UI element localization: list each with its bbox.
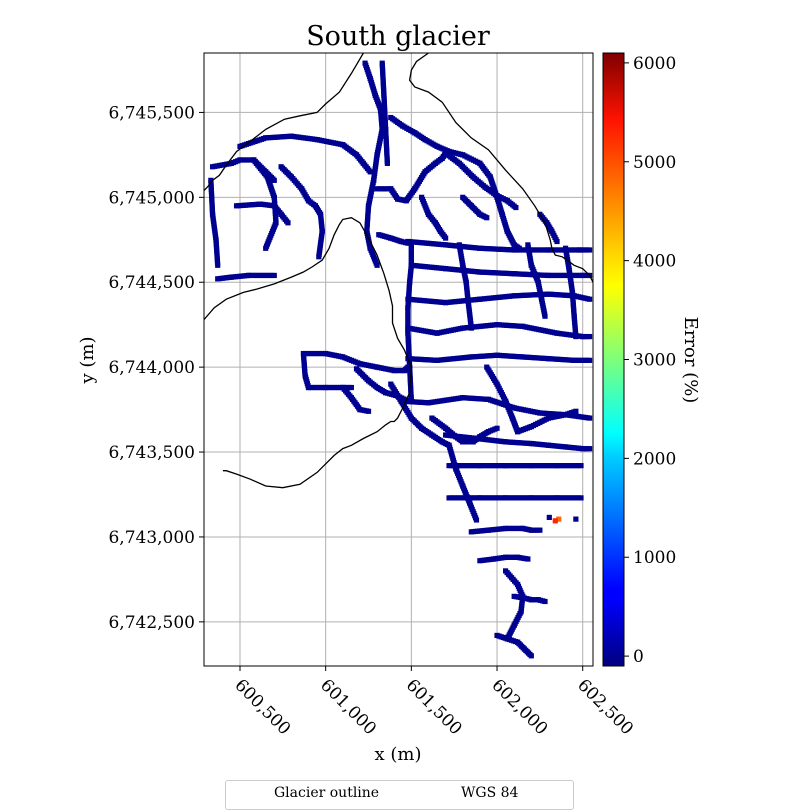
- colorbar-tick-label: 6000: [633, 54, 676, 74]
- error-cell: [263, 245, 269, 251]
- y-axis-ticks: 6,742,500 6,743,000 6,743,500 6,744,000 6,74…: [108, 103, 204, 633]
- error-cell: [586, 446, 593, 452]
- error-cell: [586, 357, 593, 363]
- error-cell: [537, 527, 543, 533]
- y-tick-label: 6,744,500: [108, 273, 195, 293]
- error-cell: [586, 247, 593, 253]
- error-cell: [271, 272, 277, 279]
- error-cell: [578, 495, 584, 501]
- colorbar-tick-label: 4000: [633, 252, 676, 272]
- chart-title: South glacier: [306, 21, 490, 52]
- glacier-outline-line: [204, 53, 364, 191]
- error-cell-high: [552, 518, 558, 524]
- x-tick-label: 601,000: [316, 675, 380, 739]
- error-cell: [473, 517, 480, 523]
- error-cell: [468, 325, 474, 331]
- error-cell: [405, 240, 411, 246]
- error-cell: [573, 333, 579, 340]
- x-tick-label: 602,500: [573, 675, 637, 739]
- error-cell: [554, 238, 560, 245]
- error-cell: [525, 556, 531, 562]
- error-cell: [271, 177, 277, 183]
- error-cell: [365, 408, 372, 414]
- x-tick-label: 601,500: [402, 675, 466, 739]
- error-cell: [578, 463, 584, 469]
- error-cell: [443, 235, 449, 241]
- legend-crs: WGS 84: [461, 785, 519, 801]
- x-axis-ticks: 600,500 601,000 601,500 602,000 602,500: [230, 666, 637, 739]
- y-tick-label: 6,745,500: [108, 103, 195, 123]
- y-tick-label: 6,742,500: [108, 613, 195, 633]
- glacier-outline-line: [204, 217, 413, 489]
- error-cell: [528, 653, 534, 659]
- colorbar-tick-label: 5000: [633, 153, 676, 173]
- colorbar-tick-label: 2000: [633, 449, 676, 469]
- y-tick-label: 6,743,500: [108, 443, 195, 463]
- colorbar-tick-label: 0: [633, 647, 644, 667]
- y-axis-label: y (m): [77, 336, 98, 384]
- y-tick-label: 6,743,000: [108, 528, 195, 548]
- y-tick-label: 6,744,000: [108, 358, 195, 378]
- error-cell: [542, 313, 548, 319]
- error-cell: [348, 384, 354, 391]
- error-cell: [316, 254, 322, 260]
- error-cell: [484, 215, 490, 221]
- legend-glacier-outline: Glacier outline: [274, 785, 380, 801]
- error-cell: [405, 364, 411, 370]
- error-cell-high: [573, 516, 579, 522]
- x-tick-label: 600,500: [230, 675, 294, 739]
- colorbar-tick-label: 1000: [633, 548, 676, 568]
- error-cell: [573, 408, 579, 414]
- error-cell: [586, 296, 593, 302]
- colorbar-label: Error (%): [680, 317, 701, 404]
- error-cell: [374, 262, 380, 268]
- x-tick-label: 602,000: [487, 675, 551, 739]
- legend: Glacier outline WGS 84: [225, 780, 574, 810]
- y-tick-label: 6,745,000: [108, 188, 195, 208]
- error-cell: [494, 425, 500, 431]
- error-cell-high: [546, 514, 552, 521]
- error-cell-high: [556, 516, 562, 522]
- error-cell: [384, 160, 390, 166]
- colorbar: [602, 52, 625, 667]
- x-axis-label: x (m): [375, 744, 422, 765]
- plot-area-frame: [203, 52, 594, 667]
- error-cell: [516, 245, 522, 251]
- colorbar-ticks: 0 1000 2000 3000 4000 5000 6000: [624, 54, 676, 667]
- colorbar-tick-label: 3000: [633, 351, 676, 371]
- glacier-outline-line: [408, 53, 593, 283]
- error-cell: [215, 262, 221, 268]
- glacier-outlines: [204, 53, 593, 489]
- error-cell: [513, 204, 519, 211]
- error-cell: [405, 398, 411, 404]
- error-cells: [208, 60, 593, 659]
- error-cell: [542, 598, 548, 605]
- error-cell: [586, 415, 593, 421]
- error-cell: [586, 333, 593, 340]
- error-cell: [285, 220, 291, 226]
- error-cell: [367, 169, 373, 175]
